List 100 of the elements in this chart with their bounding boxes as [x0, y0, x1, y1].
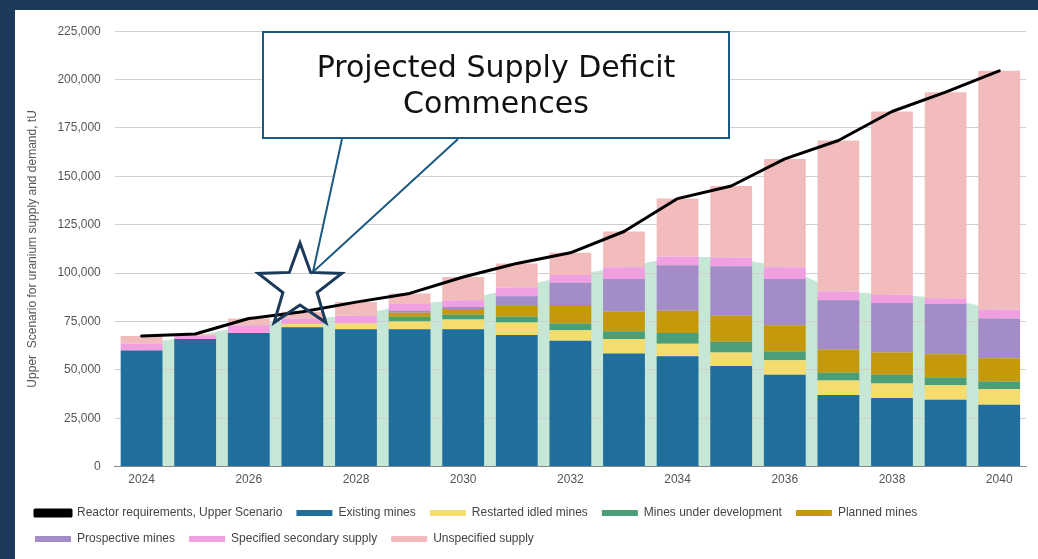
bar — [442, 276, 485, 301]
bar — [388, 329, 431, 467]
bar — [656, 256, 699, 266]
x-tick-label: 2036 — [771, 472, 799, 487]
bar — [871, 352, 913, 375]
bar — [388, 321, 431, 330]
bar — [388, 304, 431, 311]
bar — [978, 309, 1021, 319]
bar — [871, 383, 913, 398]
x-tick-label: 2030 — [449, 472, 477, 487]
bar — [924, 377, 967, 386]
bar — [227, 333, 270, 467]
legend-label: Unspecified supply — [433, 531, 534, 546]
bar — [817, 372, 860, 381]
bar — [924, 399, 967, 467]
bar — [924, 92, 967, 299]
bar — [710, 315, 753, 342]
bar — [978, 389, 1021, 405]
bar — [656, 333, 699, 344]
bar — [763, 158, 806, 268]
bar — [656, 265, 699, 311]
bar — [603, 231, 645, 268]
bar — [281, 327, 324, 467]
y-tick-label: 175,000 — [57, 120, 102, 135]
bar — [763, 278, 806, 326]
bar — [442, 308, 485, 315]
legend-label: Planned mines — [837, 505, 918, 520]
bar — [656, 310, 699, 334]
bar — [763, 360, 806, 375]
bar — [817, 291, 860, 301]
legend-label: Restarted idled mines — [471, 505, 588, 520]
legend-label: Mines under development — [643, 505, 783, 520]
bar — [335, 315, 377, 324]
bar — [656, 198, 699, 257]
legend-label: Existing mines — [338, 505, 416, 520]
bar — [549, 340, 592, 467]
bar — [335, 323, 377, 330]
bar — [763, 374, 806, 467]
bar — [388, 312, 431, 317]
bar — [495, 305, 538, 317]
bar — [495, 287, 538, 297]
bar — [603, 331, 645, 339]
bar — [763, 267, 806, 279]
y-tick-label: 0 — [94, 458, 102, 473]
bar — [924, 304, 967, 355]
bar — [871, 294, 913, 304]
bar — [120, 335, 163, 344]
bar — [710, 352, 753, 366]
y-tick-label: 100,000 — [57, 265, 102, 280]
bar — [603, 267, 645, 279]
bar — [549, 282, 592, 306]
x-tick-label: 2024 — [128, 472, 156, 487]
bar — [656, 356, 699, 467]
bar — [978, 70, 1021, 310]
bar — [710, 365, 753, 467]
legend-label: Specified secondary supply — [231, 531, 378, 546]
bar — [603, 278, 645, 312]
bar — [710, 257, 753, 267]
bar — [549, 305, 592, 324]
bar — [603, 353, 645, 467]
bar — [120, 350, 163, 467]
bar — [495, 335, 538, 467]
bar — [495, 296, 538, 306]
y-tick-label: 150,000 — [57, 168, 102, 183]
bar — [817, 349, 860, 373]
bar — [978, 381, 1021, 390]
bar — [335, 329, 377, 467]
bar — [227, 325, 270, 334]
bar — [549, 275, 592, 283]
x-tick-label: 2026 — [235, 472, 263, 487]
y-tick-label: 200,000 — [57, 71, 102, 86]
y-tick-label: 25,000 — [64, 410, 102, 425]
bar — [174, 338, 217, 467]
bar — [817, 380, 860, 395]
bar — [978, 358, 1021, 382]
bar — [924, 298, 967, 305]
bar — [442, 300, 485, 307]
y-axis-title: Upper Scenario for uranium supply and demand, tU — [24, 110, 39, 388]
y-tick-label: 75,000 — [64, 313, 102, 328]
bar — [495, 263, 538, 288]
bar — [763, 325, 806, 352]
bar — [710, 266, 753, 316]
bar — [442, 319, 485, 330]
bar — [817, 395, 860, 467]
bar — [495, 322, 538, 336]
bar — [603, 311, 645, 332]
bar — [442, 314, 485, 320]
x-tick-label: 2038 — [878, 472, 906, 487]
bar — [763, 351, 806, 361]
x-tick-label: 2034 — [664, 472, 692, 487]
bar — [871, 397, 913, 467]
bar — [978, 404, 1021, 467]
bar — [549, 323, 592, 331]
x-tick-label: 2032 — [557, 472, 585, 487]
bar — [978, 318, 1021, 359]
x-tick-label: 2040 — [985, 472, 1013, 487]
y-tick-label: 225,000 — [57, 23, 102, 38]
bar — [549, 252, 592, 276]
bar — [924, 354, 967, 378]
bar — [871, 374, 913, 384]
